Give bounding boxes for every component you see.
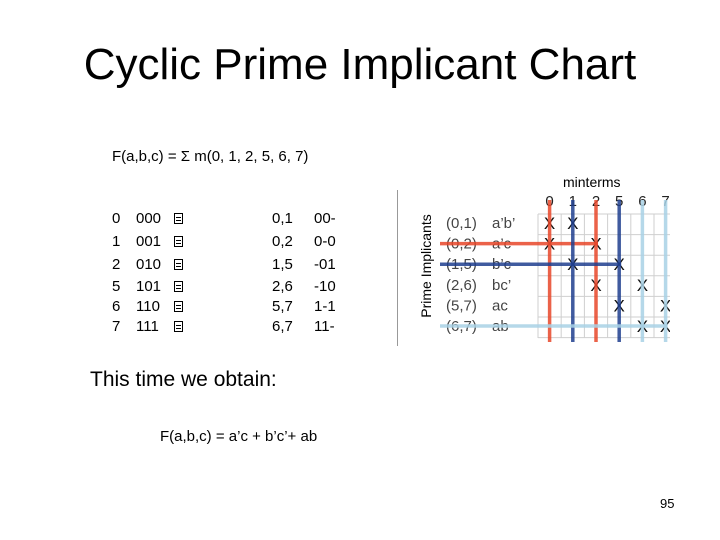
- page-number: 95: [660, 496, 675, 511]
- minterm-number: 0: [112, 210, 121, 227]
- minterm-bits: 000: [136, 210, 162, 227]
- result-expression: F(a,b,c) = a’c + b’c’+ ab: [160, 428, 318, 445]
- grouping-pattern: -01: [314, 256, 336, 273]
- grouping-pattern: -10: [314, 278, 336, 295]
- implicant-cubes: (0,1): [446, 215, 477, 232]
- minterm-bits: 101: [136, 278, 162, 295]
- minterm-number: 1: [112, 233, 121, 250]
- minterm-number: 5: [112, 278, 121, 295]
- prime-implicant-chart: 012567(0,1)a’b’(0,2)a’c(1,5)b’c(2,6)bc’(…: [440, 193, 670, 342]
- check-mark-icon: [174, 321, 183, 332]
- grouping-pair: 6,7: [272, 318, 293, 335]
- implicant-term: ac: [492, 297, 508, 314]
- check-mark-icon: [174, 301, 183, 312]
- minterm-number: 6: [112, 298, 121, 315]
- implicant-term: bc’: [492, 277, 511, 294]
- implicant-term: a’b’: [492, 215, 515, 232]
- function-definition: F(a,b,c) = Σ m(0, 1, 2, 5, 6, 7): [112, 148, 309, 165]
- grouping-pair: 1,5: [272, 256, 293, 273]
- obtain-text: This time we obtain:: [90, 368, 277, 391]
- minterm-bits: 001: [136, 233, 162, 250]
- grouping-pair: 5,7: [272, 298, 293, 315]
- minterm-number: 7: [112, 318, 121, 335]
- check-mark-icon: [174, 281, 183, 292]
- check-mark-icon: [174, 213, 183, 224]
- section-divider: [397, 190, 398, 346]
- minterm-bits: 110: [136, 298, 160, 315]
- minterm-bits: 010: [136, 256, 162, 273]
- minterms-axis-label: minterms: [563, 174, 621, 190]
- grouping-pattern: 0-0: [314, 233, 336, 250]
- grouping-pair: 2,6: [272, 278, 293, 295]
- grouping-pair: 0,1: [272, 210, 293, 227]
- minterm-number: 2: [112, 256, 121, 273]
- check-mark-icon: [174, 236, 183, 247]
- grouping-pattern: 11-: [314, 318, 335, 335]
- slide-title: Cyclic Prime Implicant Chart: [83, 40, 637, 89]
- check-mark-icon: [174, 259, 183, 270]
- minterm-bits: 111: [136, 318, 159, 335]
- implicant-cubes: (5,7): [446, 297, 477, 314]
- implicant-cubes: (2,6): [446, 277, 477, 294]
- grouping-pattern: 1-1: [314, 298, 336, 315]
- grouping-pattern: 00-: [314, 210, 336, 227]
- prime-implicants-axis-label: Prime Implicants: [418, 214, 434, 318]
- grouping-pair: 0,2: [272, 233, 293, 250]
